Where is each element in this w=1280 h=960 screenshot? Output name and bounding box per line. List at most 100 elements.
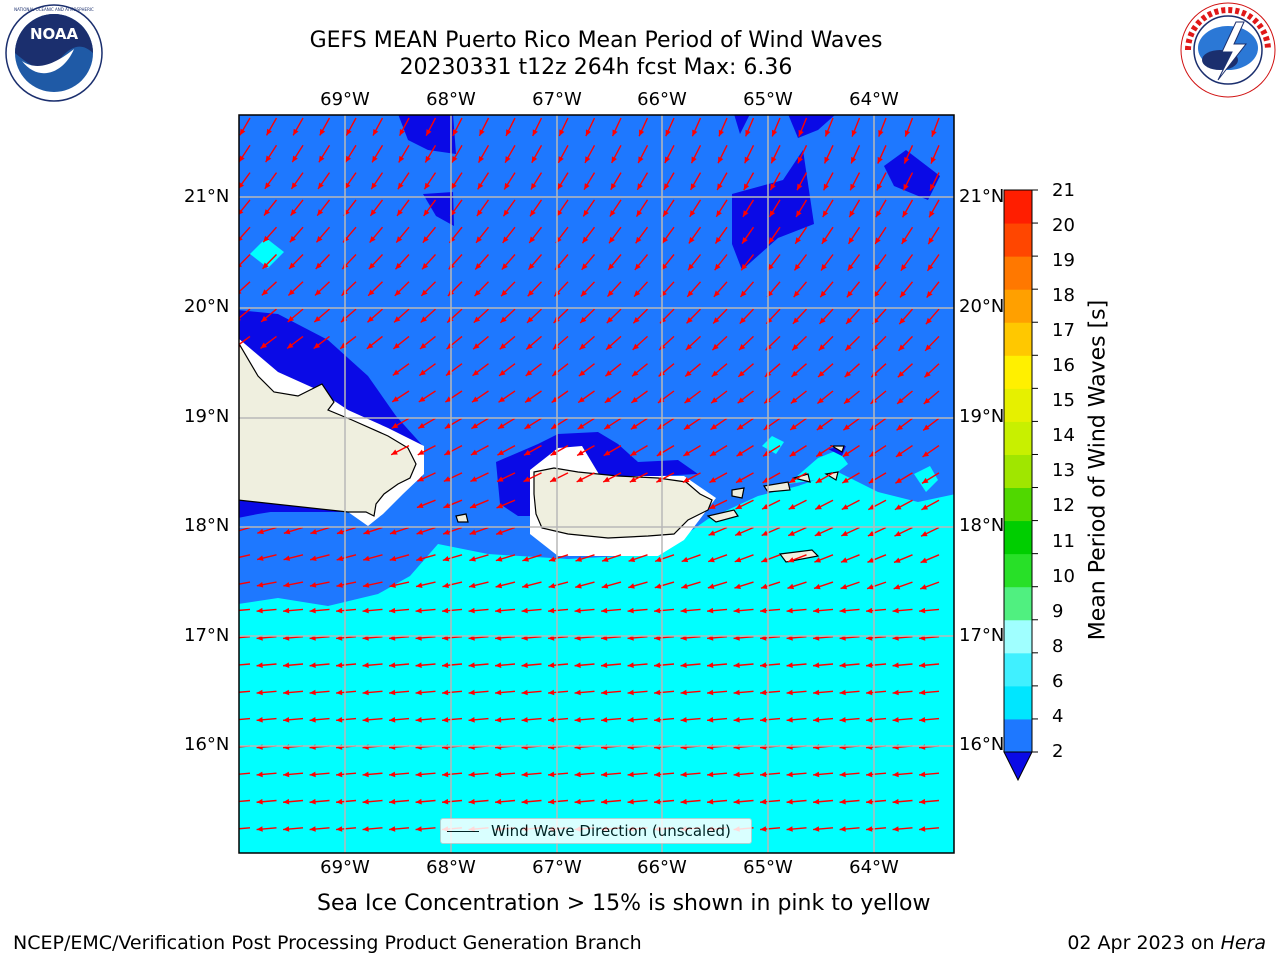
wave-direction-arrowhead: [283, 717, 290, 723]
wave-direction-arrowhead: [601, 689, 608, 696]
wave-direction-arrowhead: [521, 717, 528, 723]
wave-direction-arrowhead: [608, 263, 615, 270]
wave-direction-arrowhead: [931, 130, 937, 137]
wave-direction-arrowhead: [315, 262, 322, 269]
wave-direction-arrowhead: [925, 344, 932, 351]
wave-direction-arrowhead: [548, 798, 555, 805]
wave-direction-arrowhead: [577, 450, 584, 456]
wave-direction-arrowhead: [420, 316, 427, 323]
wave-direction-arrowhead: [478, 156, 484, 163]
wave-direction-arrowhead: [789, 477, 796, 483]
wave-direction-arrow: [239, 526, 251, 532]
wave-direction-arrowhead: [498, 396, 506, 403]
wave-direction-arrowhead: [742, 237, 748, 244]
wave-direction-arrowhead: [919, 717, 926, 723]
wave-direction-arrowhead: [574, 607, 581, 614]
wave-direction-arrowhead: [713, 290, 720, 297]
cbar-label-15: 15: [1052, 390, 1075, 411]
wave-direction-arrowhead: [442, 662, 449, 669]
wave-direction-arrowhead: [578, 370, 586, 377]
wave-direction-arrowhead: [707, 798, 714, 805]
wave-direction-arrowhead: [638, 156, 644, 164]
wave-direction-arrowhead: [442, 798, 449, 805]
wave-direction-arrowhead: [550, 476, 557, 482]
wave-direction-arrowhead: [851, 129, 857, 137]
wave-direction-arrowhead: [794, 263, 801, 271]
wave-direction-arrowhead: [925, 317, 932, 325]
wave-direction-arrowhead: [473, 316, 481, 323]
wave-direction-arrowhead: [257, 555, 264, 561]
wave-direction-arrowhead: [637, 183, 643, 190]
lon-label-top-66w: 66°W: [637, 89, 687, 110]
wave-direction-arrowhead: [681, 583, 688, 589]
wave-direction-arrowhead: [654, 771, 661, 778]
wave-direction-arrow: [239, 308, 251, 320]
wave-direction-arrowhead: [847, 264, 854, 271]
wave-direction-arrowhead: [741, 263, 748, 271]
wave-direction-arrowhead: [663, 183, 670, 190]
wave-direction-arrowhead: [283, 607, 290, 614]
wave-direction-arrowhead: [708, 556, 715, 563]
wave-direction-arrowhead: [744, 156, 750, 164]
wave-direction-arrowhead: [738, 344, 746, 351]
wave-direction-arrowhead: [655, 556, 662, 563]
wave-direction-arrowhead: [496, 503, 504, 509]
wave-direction-arrowhead: [283, 689, 290, 696]
wave-direction-arrowhead: [816, 450, 823, 457]
wave-direction-arrowhead: [824, 156, 830, 164]
wave-direction-arrow: [239, 772, 251, 775]
wave-direction-arrowhead: [422, 236, 429, 243]
wave-direction-arrowhead: [556, 209, 563, 217]
wave-direction-arrowhead: [528, 263, 535, 270]
wave-direction-arrowhead: [920, 531, 928, 537]
wave-direction-arrowhead: [760, 607, 767, 614]
wave-direction-arrowhead: [788, 530, 795, 536]
wave-direction-arrowhead: [418, 396, 426, 402]
wave-direction-arrowhead: [684, 397, 691, 404]
wave-direction-arrowhead: [416, 529, 424, 535]
wave-direction-arrowhead: [735, 530, 742, 536]
wave-direction-arrowhead: [899, 317, 906, 325]
wave-direction-arrowhead: [923, 397, 931, 404]
lon-label-bottom-69w: 69°W: [320, 857, 370, 878]
wave-direction-arrowhead: [606, 343, 613, 350]
map-plot: [238, 114, 955, 854]
wave-direction-arrowhead: [389, 607, 396, 614]
wave-direction-arrowhead: [496, 476, 504, 482]
wave-direction-arrowhead: [476, 236, 482, 243]
wave-direction-arrowhead: [501, 289, 508, 297]
wave-direction-arrowhead: [690, 183, 696, 190]
wave-direction-arrow: [239, 663, 251, 666]
wave-direction-arrowhead: [708, 503, 716, 509]
colorbar-segment: [1004, 190, 1032, 224]
wave-direction-arrowhead: [839, 798, 846, 805]
wave-direction-arrowhead: [389, 798, 396, 805]
wave-direction-arrowhead: [265, 155, 272, 163]
wave-direction-arrowhead: [840, 557, 848, 563]
wave-direction-arrowhead: [495, 689, 502, 696]
wave-direction-arrowhead: [841, 504, 849, 510]
wave-direction-arrowhead: [921, 504, 929, 510]
wave-direction-arrowhead: [892, 607, 899, 614]
wave-direction-arrowhead: [627, 798, 634, 805]
wave-direction-arrowhead: [930, 157, 936, 164]
chart-subtitle: 20230331 t12z 264h fcst Max: 6.36: [399, 55, 793, 80]
wave-direction-arrowhead: [897, 371, 905, 378]
sea-ice-note: Sea Ice Concentration > 15% is shown in …: [317, 891, 931, 916]
wave-direction-arrowhead: [680, 689, 687, 696]
wave-direction-arrowhead: [821, 264, 827, 271]
wave-direction-arrowhead: [394, 316, 401, 323]
wave-direction-arrowhead: [635, 236, 642, 244]
wave-direction-arrowhead: [629, 476, 637, 483]
wave-direction-arrowhead: [580, 290, 588, 297]
wave-direction-arrowhead: [389, 555, 397, 562]
wave-direction-arrowhead: [892, 717, 899, 723]
wave-direction-arrowhead: [898, 344, 905, 351]
wave-direction-arrowhead: [601, 798, 608, 805]
wave-direction-arrowhead: [362, 607, 369, 614]
lat-label-right-19n: 19°N: [959, 406, 1005, 427]
wave-direction-arrowhead: [574, 798, 581, 805]
wave-direction-arrowhead: [894, 530, 902, 537]
wave-direction-arrowhead: [894, 557, 901, 563]
wave-direction-arrowhead: [522, 582, 529, 589]
